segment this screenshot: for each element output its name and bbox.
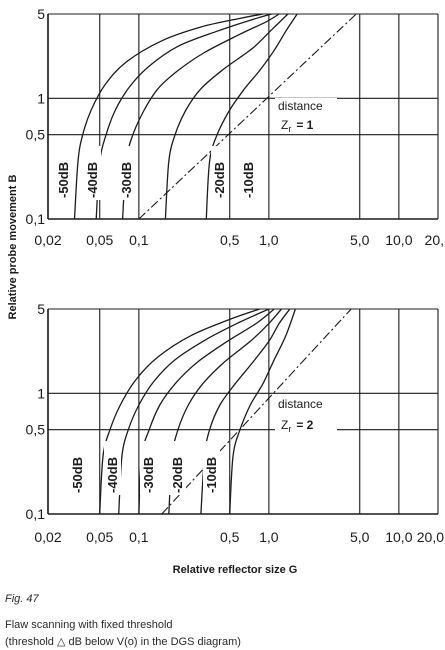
curve-label-bg <box>84 146 101 200</box>
x-tick-label: 5,0 <box>350 232 370 248</box>
annotation-zr: Zr = 1 <box>281 118 314 134</box>
curve-label: -10dB <box>204 457 219 493</box>
y-tick-label: 1 <box>37 385 45 401</box>
curve-label: -40dB <box>105 457 120 493</box>
x-tick-label: 0,05 <box>86 529 113 545</box>
curve--40dB <box>118 309 270 514</box>
curve-label-bg <box>69 441 86 495</box>
reference-line-dash-dot <box>138 14 357 219</box>
curve-label: -30dB <box>141 457 156 493</box>
curve-label-bg <box>55 146 72 200</box>
y-tick-label: 0,5 <box>26 422 46 438</box>
curve-label-bg <box>169 441 186 495</box>
curve--30dB <box>121 14 280 219</box>
y-tick-label: 5 <box>37 301 45 317</box>
curve-label-bg <box>104 441 121 495</box>
x-tick-label: 0,5 <box>220 232 240 248</box>
curve-unlabeled <box>229 309 297 514</box>
y-axis-title: Relative probe movement B <box>7 175 19 320</box>
curve-label: -20dB <box>170 457 185 493</box>
x-tick-label: 10,0 <box>385 529 412 545</box>
x-tick-label: 0,05 <box>86 232 113 248</box>
x-tick-label: 0,02 <box>34 232 61 248</box>
annotation-bg <box>275 98 337 134</box>
curve-label: -50dB <box>56 162 71 198</box>
y-tick-label: 5 <box>37 6 45 22</box>
x-tick-label: 0,5 <box>220 529 240 545</box>
x-tick-label: 0,02 <box>34 529 61 545</box>
curve-label: -40dB <box>85 162 100 198</box>
curve-label-bg <box>118 146 135 200</box>
figure-caption-line-2: (threshold △ dB below V(o) in the DGS di… <box>5 636 241 648</box>
figure-canvas: Relative probe movement B Relative refle… <box>7 6 445 576</box>
x-tick-label: 10,0 <box>385 232 412 248</box>
y-tick-label: 0,5 <box>26 127 46 143</box>
x-tick-label: 1,0 <box>259 232 279 248</box>
reference-line-dash-dot <box>161 309 352 514</box>
y-tick-label: 0,1 <box>26 211 46 227</box>
curve--40dB <box>95 14 272 219</box>
x-tick-label: 0,1 <box>129 232 149 248</box>
curve-label: -20dB <box>212 162 227 198</box>
curve-label-bg <box>240 146 257 200</box>
x-axis-title: Relative reflector size G <box>173 564 298 576</box>
figure-number: Fig. 47 <box>5 593 39 605</box>
figure-caption-line-1: Flaw scanning with fixed threshold <box>5 619 173 631</box>
curve-label: -50dB <box>70 457 85 493</box>
annotation-distance: distance <box>278 397 323 411</box>
curve-label-bg <box>140 441 157 495</box>
x-tick-label: 20,0 <box>417 529 444 545</box>
x-tick-label: 20, <box>425 232 444 248</box>
curve-label-bg <box>211 146 228 200</box>
curve--20dB <box>164 14 289 219</box>
curve-label: -30dB <box>119 162 134 198</box>
annotation-distance: distance <box>278 99 323 113</box>
x-tick-label: 5,0 <box>350 529 370 545</box>
annotation-bg <box>275 396 337 432</box>
y-tick-label: 0,1 <box>26 506 46 522</box>
x-tick-label: 1,0 <box>259 529 279 545</box>
chart-panel-2: 0,02 0,05 0,1 0,5 1,0 5,0 10,0 20,0 0,1 0,5 1 5 -50d… <box>26 301 445 545</box>
curve--50dB <box>73 14 264 219</box>
y-tick-label: 1 <box>37 90 45 106</box>
chart-panel-1: 0,02 0,05 0,1 0,5 1,0 5,0 10,0 20, 0,1 0,5 1 5 -50dB… <box>26 6 444 248</box>
annotation-zr: Zr = 2 <box>281 418 314 434</box>
x-tick-label: 0,1 <box>129 529 149 545</box>
curve-label-bg <box>203 441 220 495</box>
curve-label: -10dB <box>241 162 256 198</box>
